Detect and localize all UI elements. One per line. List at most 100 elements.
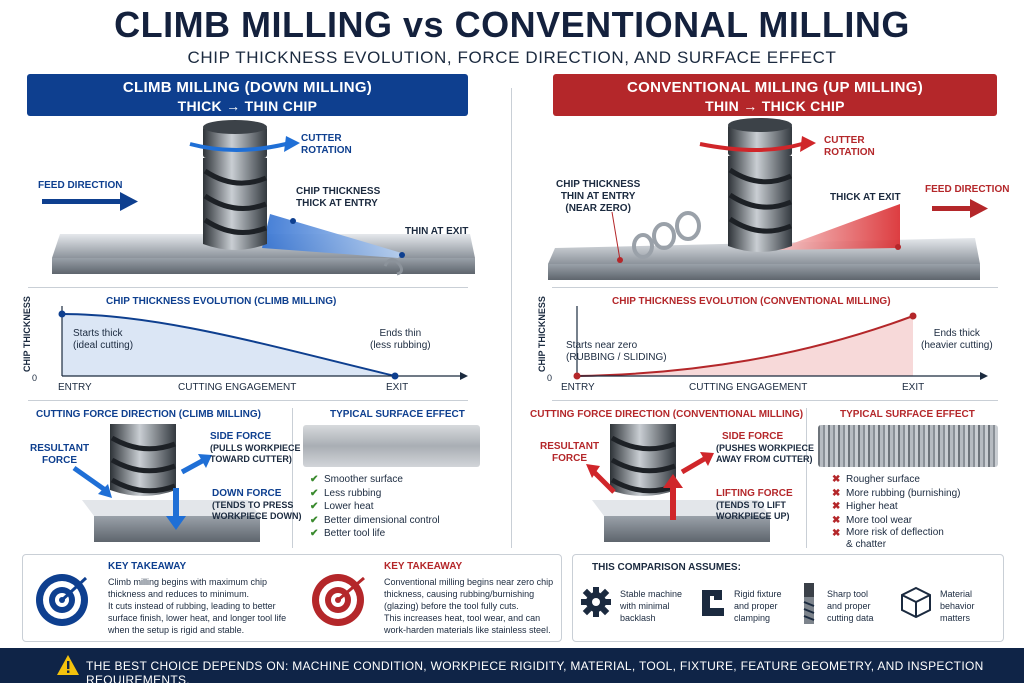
- assumption-item-text: Sharp tool and proper cutting data: [827, 589, 874, 623]
- climb-chart-y-label: CHIP THICKNESS: [22, 296, 32, 372]
- climb-separator-top: [28, 287, 468, 288]
- climb-banner-title: CLIMB MILLING (DOWN MILLING): [122, 79, 373, 96]
- conventional-effect-item: ✖ More tool wear: [832, 514, 913, 526]
- page-title: CLIMB MILLING vs CONVENTIONAL MILLING: [114, 4, 910, 45]
- conventional-force-title: CUTTING FORCE DIRECTION (CONVENTIONAL MI…: [530, 409, 804, 420]
- conventional-feed-direction-label: FEED DIRECTION: [925, 184, 1010, 195]
- cross-icon: ✖: [832, 487, 841, 499]
- climb-effect-item: ✔ Lower heat: [310, 501, 374, 512]
- conventional-takeaway-title: KEY TAKEAWAY: [384, 561, 463, 572]
- conventional-force-diagram: [586, 424, 770, 542]
- conventional-chart-title: CHIP THICKNESS EVOLUTION (CONVENTIONAL M…: [612, 296, 891, 307]
- conventional-force-divider: [806, 408, 807, 548]
- conventional-force-tool: [610, 424, 676, 496]
- conventional-cutter-rotation-label: CUTTER ROTATION: [824, 135, 875, 158]
- climb-feed-direction-label: FEED DIRECTION: [38, 180, 123, 191]
- climb-force-divider: [292, 408, 293, 548]
- cube-icon: [901, 586, 931, 618]
- climb-banner: CLIMB MILLING (DOWN MILLING) THICK → THI…: [27, 74, 468, 116]
- conventional-takeaway-text: Conventional milling begins near zero ch…: [384, 577, 554, 635]
- conventional-chart-x-entry: ENTRY: [561, 382, 595, 393]
- check-icon: ✔: [310, 487, 319, 499]
- climb-force-title: CUTTING FORCE DIRECTION (CLIMB MILLING): [36, 409, 261, 420]
- conventional-separator-mid: [552, 400, 998, 401]
- climb-down-force-label: DOWN FORCE: [212, 488, 282, 499]
- climb-chart-start-note: Starts thick (ideal cutting): [73, 328, 134, 351]
- milling-scenes: [42, 118, 988, 280]
- conventional-resultant-arrow: [592, 470, 616, 494]
- conventional-effects-list: ✖ Rougher surface ✖ More rubbing (burnishi…: [832, 473, 961, 551]
- climb-chart-end-note: Ends thin (less rubbing): [370, 328, 431, 351]
- conventional-surface-sample: [818, 425, 998, 467]
- climb-rotation-arrowhead: [284, 136, 300, 152]
- conventional-banner: CONVENTIONAL MILLING (UP MILLING) THIN →…: [553, 74, 997, 116]
- climb-effect-item: ✔ Smoother surface: [310, 474, 403, 485]
- conventional-rotation-arrowhead: [800, 136, 816, 152]
- warning-icon: [57, 655, 79, 675]
- page-subtitle: CHIP THICKNESS EVOLUTION, FORCE DIRECTIO…: [187, 48, 837, 67]
- climb-side-force-arrow: [180, 457, 206, 475]
- assumptions-box: [572, 554, 1004, 642]
- climb-chart: [58, 306, 468, 380]
- climb-chart-zero: 0: [32, 373, 38, 383]
- climb-down-force-note: (TENDS TO PRESS WORKPIECE DOWN): [212, 500, 302, 521]
- conventional-rotation-arrow: [699, 142, 803, 152]
- gear-icon: [581, 587, 611, 617]
- climb-chip-entry-label: CHIP THICKNESS THICK AT ENTRY: [296, 186, 381, 209]
- conventional-side-force-label: SIDE FORCE: [722, 431, 784, 442]
- climb-rotation-arrow: [189, 142, 287, 152]
- climb-resultant-arrow: [72, 465, 110, 495]
- cross-icon: ✖: [832, 501, 841, 512]
- climb-entry-marker: [290, 218, 296, 224]
- climb-chart-line: [61, 313, 396, 377]
- climb-chart-x-exit: EXIT: [386, 382, 409, 393]
- check-icon: ✔: [310, 474, 319, 485]
- conventional-chart-start-note: Starts near zero (RUBBING / SLIDING): [566, 340, 667, 363]
- conventional-side-force-note: (PUSHES WORKPIECE AWAY FROM CUTTER): [716, 443, 815, 464]
- climb-side-force-note: (PULLS WORKPIECE TOWARD CUTTER): [210, 443, 301, 464]
- end-mill-icon: [803, 583, 815, 624]
- climb-force-tool: [110, 424, 176, 496]
- climb-chart-x-mid: CUTTING ENGAGEMENT: [178, 382, 297, 393]
- assumptions-title: THIS COMPARISON ASSUMES:: [592, 562, 741, 573]
- conventional-chart-y-label: CHIP THICKNESS: [537, 296, 547, 372]
- climb-effect-item: ✔ Less rubbing: [310, 487, 382, 499]
- climb-chip-wedge: [262, 214, 405, 258]
- conventional-surface-title: TYPICAL SURFACE EFFECT: [840, 409, 975, 420]
- conventional-chart-zero: 0: [547, 373, 553, 383]
- conventional-lift-force-note: (TENDS TO LIFT WORKPIECE UP): [716, 500, 790, 521]
- climb-takeaway-title: KEY TAKEAWAY: [108, 561, 187, 572]
- conventional-effect-item: ✖ Higher heat: [832, 501, 898, 512]
- climb-end-mill: [203, 120, 267, 250]
- climb-effects-list: ✔ Smoother surface ✔ Less rubbing ✔ Lower h…: [310, 473, 440, 541]
- conventional-chart-x-mid: CUTTING ENGAGEMENT: [689, 382, 808, 393]
- conventional-entry-leader: [611, 211, 621, 261]
- conventional-effect-item: ✖ More risk of deflection & chatter: [832, 527, 944, 550]
- conventional-banner-subtitle: THIN → THICK CHIP: [705, 98, 845, 114]
- climb-chart-area: [62, 314, 395, 376]
- conventional-chart-area: [577, 316, 913, 376]
- conventional-resultant-label: RESULTANT FORCE: [540, 441, 600, 464]
- check-icon: ✔: [310, 514, 319, 526]
- conventional-lift-force-label: LIFTING FORCE: [716, 488, 793, 499]
- assumption-item-text: Material behavior matters: [940, 589, 975, 623]
- conventional-side-force-arrow: [680, 455, 708, 475]
- conventional-chart: [573, 306, 988, 380]
- climb-surface-sample: [303, 425, 480, 467]
- clamp-icon: [702, 590, 724, 616]
- takeaway-box: [22, 554, 562, 642]
- conventional-thick-exit-label: THICK AT EXIT: [830, 192, 901, 203]
- conventional-feed-arrow: [932, 199, 988, 218]
- conventional-exit-marker: [895, 244, 901, 250]
- climb-banner-subtitle: THICK → THIN CHIP: [177, 98, 318, 114]
- conventional-chart-end-note: Ends thick (heavier cutting): [921, 328, 993, 351]
- climb-effect-item: ✔ Better dimensional control: [310, 514, 440, 526]
- climb-force-block-top: [82, 500, 260, 516]
- footer-bar: THE BEST CHOICE DEPENDS ON: MACHINE COND…: [0, 648, 1024, 687]
- conventional-chip-wedge: [775, 204, 900, 250]
- climb-cutter-rotation-label: CUTTER ROTATION: [301, 133, 352, 156]
- conventional-force-block-top: [592, 500, 770, 516]
- conventional-chip-entry-label: CHIP THICKNESS THIN AT ENTRY (NEAR ZERO): [556, 179, 641, 214]
- center-divider: [511, 88, 512, 548]
- climb-surface-title: TYPICAL SURFACE EFFECT: [330, 409, 465, 420]
